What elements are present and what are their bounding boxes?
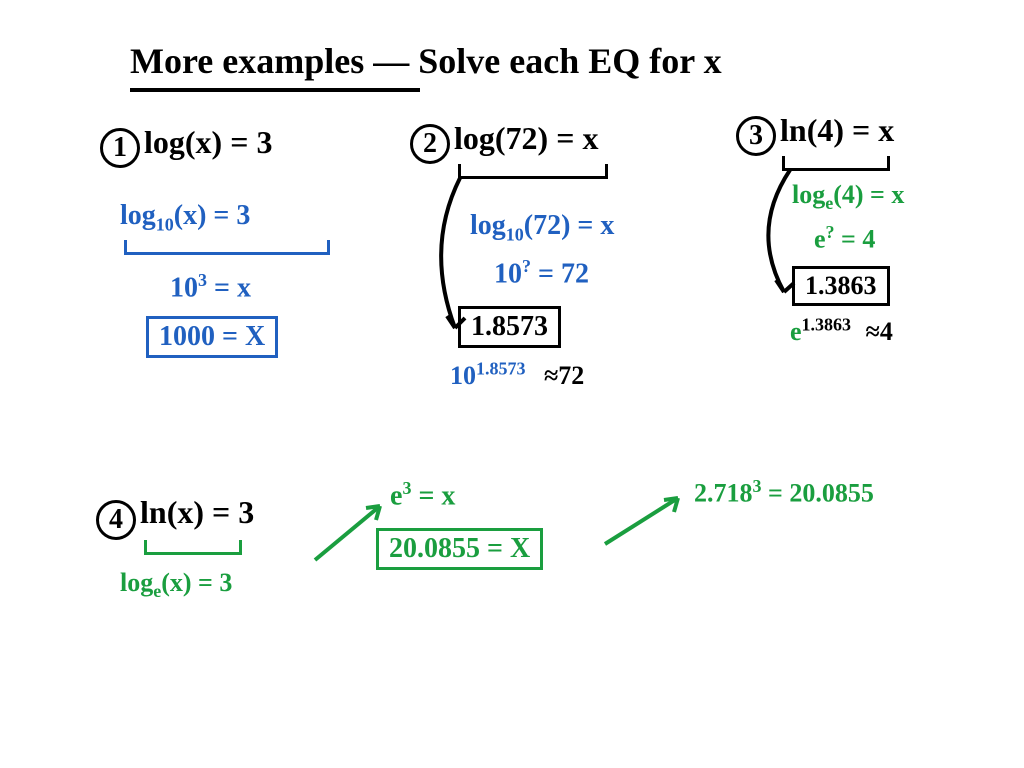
problem-3-bracket-top (782, 156, 890, 171)
problem-4-answer: 20.0855 = X (376, 528, 543, 570)
problem-4-step1: loge(x) = 3 (120, 568, 232, 602)
title: More examples — Solve each EQ for x (130, 40, 722, 82)
title-underline (130, 88, 420, 92)
problem-4-bracket (144, 540, 242, 555)
problem-2-step1: log10(72) = x (470, 210, 614, 246)
problem-2-equation: log(72) = x (454, 120, 598, 157)
problem-1-number: 1 (100, 128, 140, 168)
problem-3-step2: e? = 4 (814, 222, 875, 255)
problem-4-equation: ln(x) = 3 (140, 494, 254, 531)
problem-2-bracket-top (458, 164, 608, 179)
problem-1-step1: log10(x) = 3 (120, 200, 250, 236)
problem-1-step2: 103 = x (170, 270, 251, 304)
problem-3-number: 3 (736, 116, 776, 156)
problem-2-step2: 10? = 72 (494, 256, 589, 290)
problem-1-equation: log(x) = 3 (144, 124, 272, 161)
problem-2-number: 2 (410, 124, 450, 164)
problem-2-check: 101.8573 ≈72 (450, 358, 584, 391)
problem-2-answer: 1.8573 (458, 306, 561, 348)
problem-4-arrow2 (600, 492, 690, 554)
problem-3-check: e1.3863 ≈4 (790, 314, 893, 347)
problem-3-answer: 1.3863 (792, 266, 890, 306)
problem-4-step2: e3 = x (390, 478, 455, 512)
problem-2-check-base: 101.8573 (450, 361, 526, 390)
problem-2-check-approx: ≈72 (544, 361, 584, 390)
problem-3-equation: ln(4) = x (780, 112, 894, 149)
problem-3-check-approx: ≈4 (866, 317, 893, 346)
problem-1-bracket (124, 240, 330, 255)
problem-4-number: 4 (96, 500, 136, 540)
problem-3-check-base: e1.3863 (790, 317, 851, 346)
problem-1-answer: 1000 = X (146, 316, 278, 358)
problem-3-step1: loge(4) = x (792, 180, 904, 214)
problem-4-check: 2.7183 = 20.0855 (694, 476, 874, 509)
